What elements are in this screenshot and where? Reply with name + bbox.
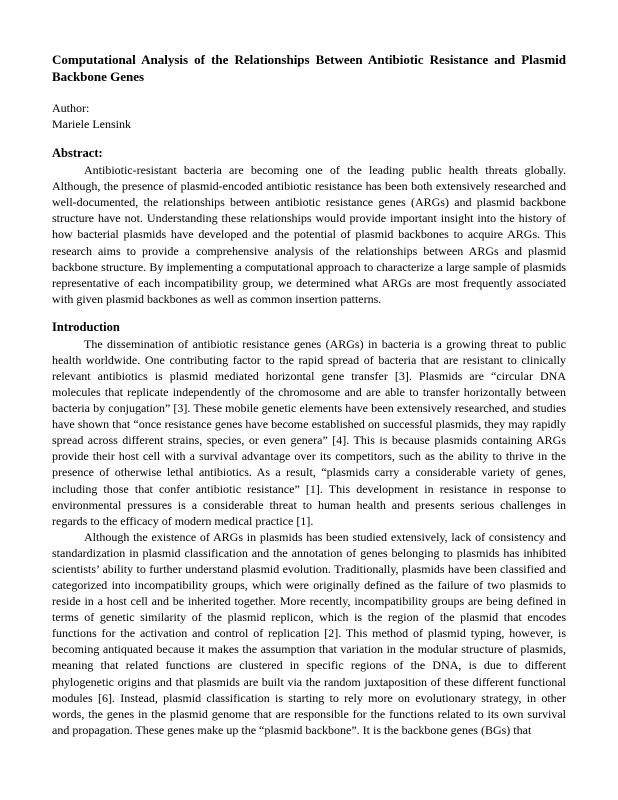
paper-title: Computational Analysis of the Relationsh… xyxy=(52,52,566,86)
abstract-section: Abstract: Antibiotic-resistant bacteria … xyxy=(52,146,566,307)
abstract-body: Antibiotic-resistant bacteria are becomi… xyxy=(52,162,566,307)
abstract-heading: Abstract: xyxy=(52,146,566,161)
document-page: Computational Analysis of the Relationsh… xyxy=(0,0,618,800)
author-label: Author: xyxy=(52,100,566,116)
introduction-paragraph-1: The dissemination of antibiotic resistan… xyxy=(52,336,566,529)
introduction-section: Introduction The dissemination of antibi… xyxy=(52,320,566,738)
author-name: Mariele Lensink xyxy=(52,116,566,132)
introduction-heading: Introduction xyxy=(52,320,566,335)
author-block: Author: Mariele Lensink xyxy=(52,100,566,132)
introduction-paragraph-2: Although the existence of ARGs in plasmi… xyxy=(52,529,566,738)
